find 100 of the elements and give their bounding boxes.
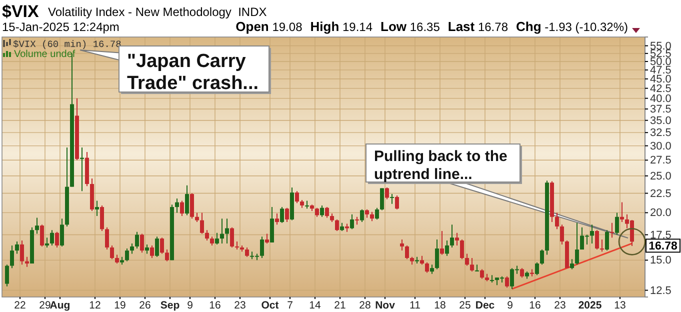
x-tick-label: 9 <box>507 299 514 312</box>
candlestick <box>450 224 454 248</box>
candlestick <box>295 190 299 204</box>
candlestick <box>270 206 274 243</box>
text: 16.78 <box>648 240 678 253</box>
x-tick-label: 2025 <box>578 299 602 312</box>
text: Last 16.78 <box>448 19 508 34</box>
candlestick <box>560 224 564 245</box>
candlestick <box>400 239 404 252</box>
candlestick <box>555 212 559 230</box>
text: Open 19.08 <box>236 19 303 34</box>
candlestick <box>505 276 509 288</box>
x-tick-label: 7 <box>287 299 294 312</box>
candlestick <box>225 218 229 244</box>
chart-subtitle: Volatility Index - New Methodology INDX <box>48 5 267 19</box>
x-tick-label: 25 <box>459 299 471 312</box>
candlestick <box>285 207 289 223</box>
candlestick <box>145 244 149 254</box>
candlestick <box>10 244 14 269</box>
candlestick <box>435 239 439 270</box>
candlestick <box>230 226 234 248</box>
x-tick-label: Nov <box>375 299 396 312</box>
y-tick-label: 35.0 <box>650 114 672 127</box>
candlestick <box>190 192 194 220</box>
candlestick <box>325 206 329 218</box>
y-tick-label: 27.5 <box>650 154 672 167</box>
candlestick <box>445 240 449 256</box>
candlestick <box>100 204 104 232</box>
candlestick <box>320 204 324 218</box>
candlestick <box>610 222 614 238</box>
x-tick-label: 19 <box>114 299 126 312</box>
candlestick <box>185 184 189 216</box>
text: Low 16.35 <box>380 19 440 34</box>
candlestick <box>135 231 139 249</box>
text: 15-Jan-2025 12:24pm <box>2 20 120 34</box>
candlestick <box>205 230 209 241</box>
candlestick <box>405 244 409 260</box>
x-tick-label: 16 <box>529 299 541 312</box>
candlestick <box>40 224 44 247</box>
candlestick <box>600 239 604 252</box>
candlestick <box>55 231 59 248</box>
candlestick <box>130 242 134 254</box>
candlestick <box>455 232 459 246</box>
candlestick <box>375 207 379 220</box>
candlestick <box>390 194 394 204</box>
x-tick-label: 29 <box>39 299 51 312</box>
candlestick <box>45 237 49 248</box>
candlestick <box>150 244 154 258</box>
candlestick <box>615 212 619 236</box>
candlestick <box>275 213 279 226</box>
candlestick <box>595 230 599 250</box>
candlestick <box>220 218 224 244</box>
candlestick <box>570 258 574 270</box>
candlestick <box>535 262 539 276</box>
candlestick <box>540 249 544 266</box>
candlestick <box>155 236 159 258</box>
candlestick <box>215 232 219 245</box>
candlestick <box>280 206 284 224</box>
candlestick <box>440 230 444 256</box>
candlestick <box>460 239 464 260</box>
y-tick-label: 42.5 <box>650 82 672 95</box>
x-tick-label: 11 <box>410 299 421 312</box>
x-tick-label: 23 <box>554 299 566 312</box>
candlestick <box>360 208 364 223</box>
x-tick-label: 12 <box>89 299 101 312</box>
x-tick-label: 18 <box>434 299 446 312</box>
x-tick-label: 22 <box>14 299 26 312</box>
candlestick <box>15 240 19 254</box>
candlestick <box>520 268 524 278</box>
y-tick-label: 30.0 <box>650 140 672 152</box>
y-tick-label: 45.0 <box>650 73 672 86</box>
candlestick <box>175 198 179 214</box>
candlestick <box>160 237 164 254</box>
candlestick <box>95 200 99 217</box>
candlestick <box>125 248 129 262</box>
candlestick <box>370 211 374 222</box>
x-tick-label: Sep <box>160 299 180 312</box>
y-tick-label: 17.5 <box>650 229 672 242</box>
text: High 19.14 <box>310 19 373 34</box>
candlestick <box>5 264 9 287</box>
x-tick-label: 21 <box>334 299 346 312</box>
candlestick <box>480 268 484 280</box>
y-tick-label: 12.5 <box>650 284 672 297</box>
y-tick-label: 37.5 <box>650 103 672 116</box>
candlestick <box>575 222 579 266</box>
x-tick-label: 23 <box>234 299 246 312</box>
x-tick-label: 14 <box>309 299 321 312</box>
x-tick-label: 9 <box>187 299 194 312</box>
candlestick <box>180 200 184 217</box>
candlestick <box>425 262 429 274</box>
candlestick <box>50 230 54 246</box>
candlestick <box>245 246 249 258</box>
candlestick <box>385 187 389 200</box>
candlestick <box>35 217 39 234</box>
y-tick-label: 25.0 <box>650 170 672 182</box>
x-tick-label: 26 <box>139 299 151 312</box>
candlestick <box>395 194 399 210</box>
candlestick <box>605 230 609 252</box>
x-tick-label: Dec <box>475 299 495 312</box>
y-tick-label: 20.0 <box>650 207 672 220</box>
